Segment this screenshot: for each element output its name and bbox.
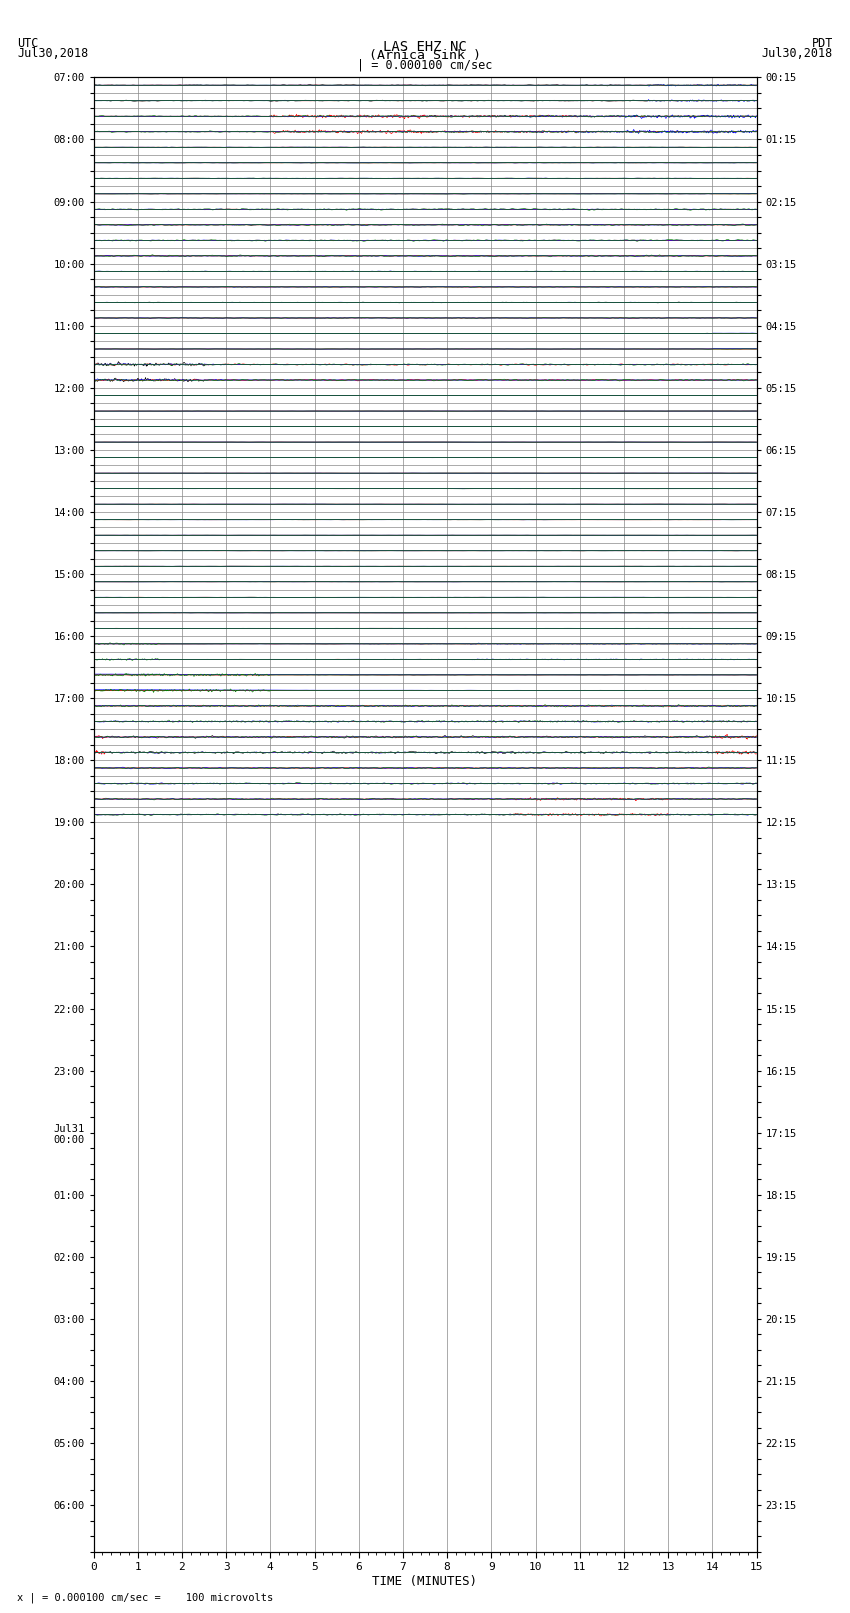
Text: UTC: UTC xyxy=(17,37,38,50)
X-axis label: TIME (MINUTES): TIME (MINUTES) xyxy=(372,1574,478,1587)
Text: Jul30,2018: Jul30,2018 xyxy=(762,47,833,60)
Text: x | = 0.000100 cm/sec =    100 microvolts: x | = 0.000100 cm/sec = 100 microvolts xyxy=(17,1592,273,1603)
Text: PDT: PDT xyxy=(812,37,833,50)
Text: | = 0.000100 cm/sec: | = 0.000100 cm/sec xyxy=(357,58,493,73)
Text: (Arnica Sink ): (Arnica Sink ) xyxy=(369,50,481,63)
Text: LAS EHZ NC: LAS EHZ NC xyxy=(383,39,467,53)
Text: Jul30,2018: Jul30,2018 xyxy=(17,47,88,60)
